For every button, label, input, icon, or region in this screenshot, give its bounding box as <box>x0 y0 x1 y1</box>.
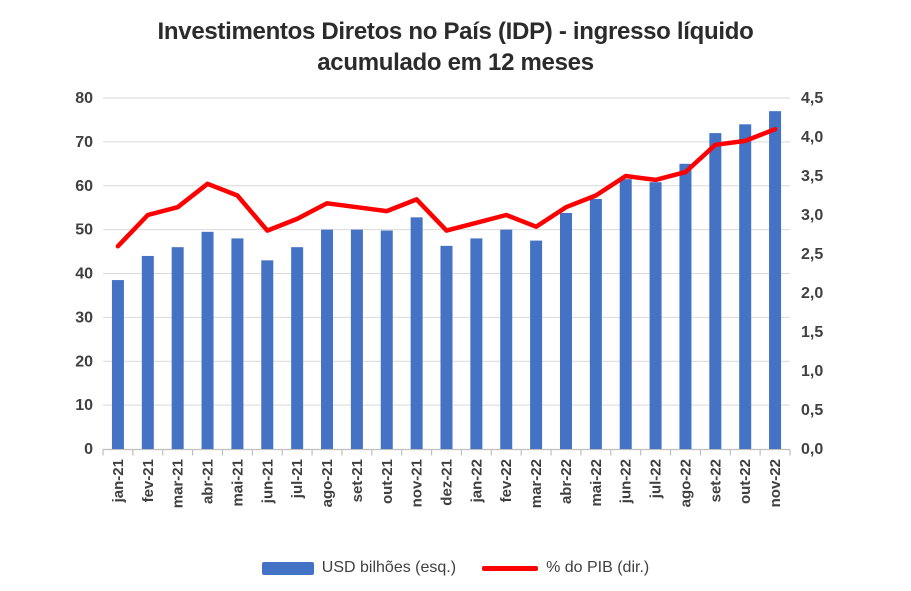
right-axis-tick-label: 2,5 <box>801 246 823 263</box>
x-axis-category-label: nov-22 <box>767 459 784 507</box>
left-axis-tick-label: 40 <box>75 266 93 283</box>
bar <box>470 238 483 449</box>
x-axis-category-label: out-22 <box>737 459 754 504</box>
legend-line-swatch-icon <box>482 565 539 571</box>
bar <box>530 240 543 449</box>
left-axis-tick-label: 0 <box>84 441 93 458</box>
right-axis-tick-label: 1,0 <box>801 363 823 380</box>
left-axis-tick-label: 30 <box>75 309 93 326</box>
bar <box>201 231 214 449</box>
right-axis-tick-label: 3,5 <box>801 168 823 185</box>
legend-item-usd: USD bilhões (esq.) <box>261 559 457 577</box>
x-axis-category-label: out-21 <box>379 459 396 504</box>
bar <box>261 260 274 449</box>
bar <box>500 229 513 449</box>
right-axis-tick-label: 0,0 <box>801 441 823 458</box>
bar <box>679 163 692 449</box>
chart-legend: USD bilhões (esq.) % do PIB (dir.) <box>0 559 911 577</box>
right-axis-tick-label: 3,0 <box>801 207 823 224</box>
x-axis-category-label: dez-21 <box>439 459 456 506</box>
x-axis-category-label: abr-21 <box>200 459 217 504</box>
right-axis-tick-label: 0,5 <box>801 402 823 419</box>
bar <box>769 111 782 449</box>
bar <box>380 230 393 449</box>
bar <box>171 247 184 449</box>
x-axis-category-label: abr-22 <box>558 459 575 504</box>
bar <box>440 245 453 449</box>
bar <box>111 280 124 449</box>
x-axis-category-label: jul-22 <box>648 459 665 499</box>
x-axis-category-label: mai-21 <box>229 459 246 507</box>
pib-line <box>115 126 778 249</box>
x-axis-category-label: ago-22 <box>677 459 694 507</box>
x-axis-category-label: fev-21 <box>140 459 157 502</box>
left-axis-tick-label: 10 <box>75 397 93 414</box>
bar <box>231 238 244 449</box>
left-axis-tick-label: 20 <box>75 353 93 370</box>
x-axis-category-label: set-21 <box>349 459 366 502</box>
bar <box>141 255 154 449</box>
bar <box>709 133 722 449</box>
bar <box>619 179 632 449</box>
left-axis-tick-label: 70 <box>75 134 93 151</box>
x-axis-category-label: nov-21 <box>409 459 426 507</box>
x-axis-category-label: jan-22 <box>468 459 485 503</box>
x-axis-category-label: ago-21 <box>319 459 336 507</box>
x-axis-category-label: jun-21 <box>259 459 276 504</box>
x-axis-category-label: jul-21 <box>289 459 306 499</box>
bar <box>291 247 304 449</box>
bar <box>410 217 423 449</box>
left-axis-tick-label: 80 <box>75 90 93 107</box>
legend-item-pib: % do PIB (dir.) <box>482 559 649 577</box>
chart-title: Investimentos Diretos no País (IDP) - in… <box>157 18 754 76</box>
bar <box>649 182 662 450</box>
bar <box>589 198 602 449</box>
left-axis-tick-label: 60 <box>75 178 93 195</box>
legend-bar-swatch-icon <box>261 561 314 575</box>
bar <box>350 229 363 449</box>
right-axis-tick-label: 4,0 <box>801 129 823 146</box>
bar <box>739 124 752 449</box>
bar <box>321 229 334 449</box>
x-axis-category-label: mar-21 <box>170 459 187 508</box>
right-axis-tick-label: 4,5 <box>801 90 823 107</box>
x-axis-category-label: jun-22 <box>618 459 635 504</box>
legend-pib-label: % do PIB (dir.) <box>546 559 650 576</box>
x-axis-category-label: mar-22 <box>528 459 545 508</box>
x-axis-category-label: mai-22 <box>588 459 605 507</box>
right-axis-tick-label: 2,0 <box>801 285 823 302</box>
x-axis-category-label: set-22 <box>707 459 724 502</box>
x-axis-category-label: fev-22 <box>498 459 515 502</box>
left-axis-tick-label: 50 <box>75 222 93 239</box>
bar <box>559 212 572 449</box>
legend-usd-label: USD bilhões (esq.) <box>321 559 457 576</box>
right-axis-tick-label: 1,5 <box>801 324 823 341</box>
x-axis-category-label: jan-21 <box>110 459 127 503</box>
